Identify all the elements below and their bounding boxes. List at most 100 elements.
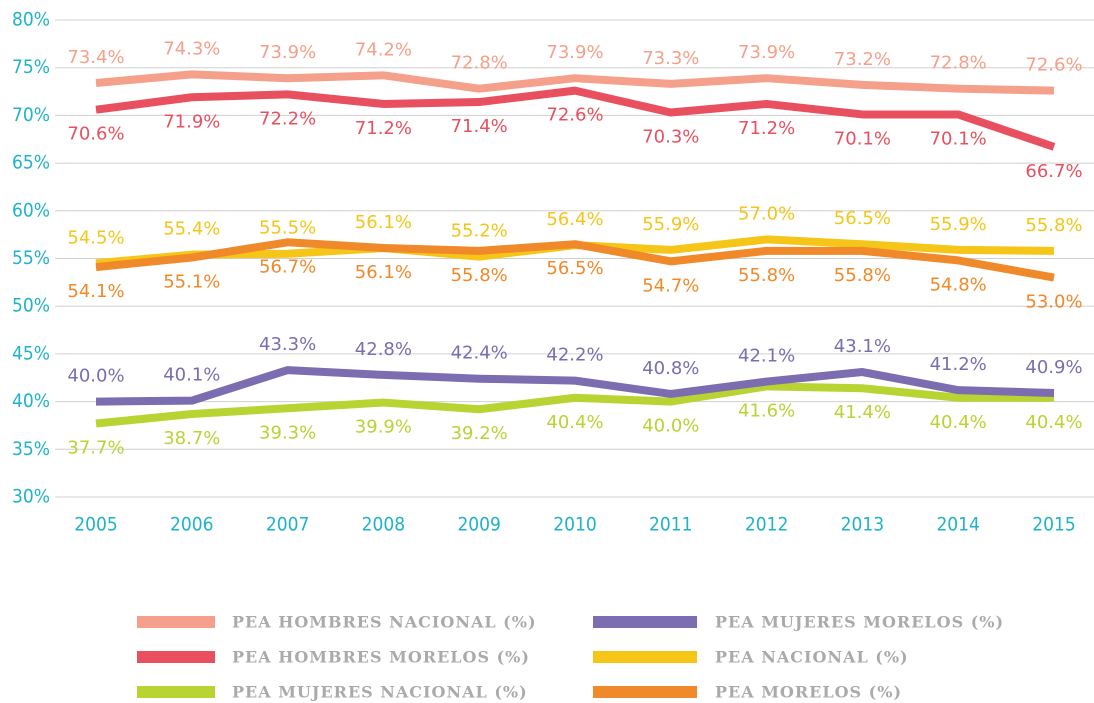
data-label: 41.6% <box>738 400 795 421</box>
data-label: 42.2% <box>546 345 603 366</box>
data-label: 55.4% <box>163 219 220 240</box>
data-label: 56.1% <box>355 262 412 283</box>
data-label: 40.1% <box>163 365 220 386</box>
data-label: 42.8% <box>355 339 412 360</box>
legend-label: PEA HOMBRES MORELOS (%) <box>232 648 530 667</box>
series-line <box>95 238 1055 282</box>
data-label: 54.5% <box>67 227 124 248</box>
data-label: 55.8% <box>834 265 891 286</box>
legend-label: PEA MORELOS (%) <box>715 683 902 702</box>
data-label: 55.9% <box>642 214 699 235</box>
data-label: 73.9% <box>738 42 795 63</box>
data-label: 73.3% <box>642 48 699 69</box>
data-label: 53.0% <box>1025 292 1082 313</box>
data-label: 54.8% <box>930 274 987 295</box>
data-label: 40.8% <box>642 358 699 379</box>
data-label: 57.0% <box>738 203 795 224</box>
data-label: 55.8% <box>451 265 508 286</box>
y-tick-label: 75% <box>12 56 50 78</box>
data-label: 73.9% <box>546 42 603 63</box>
data-label: 56.4% <box>546 209 603 230</box>
data-label: 72.6% <box>546 105 603 126</box>
data-label: 41.2% <box>930 354 987 375</box>
data-label: 39.2% <box>451 423 508 444</box>
data-label: 71.2% <box>738 118 795 139</box>
data-label: 55.8% <box>738 265 795 286</box>
data-label: 71.4% <box>451 116 508 137</box>
x-tick-label: 2008 <box>362 514 406 536</box>
y-tick-label: 35% <box>12 438 50 460</box>
y-tick-label: 45% <box>12 342 50 364</box>
data-label: 74.3% <box>163 38 220 59</box>
data-label: 70.3% <box>642 127 699 148</box>
data-label: 70.1% <box>834 128 891 149</box>
x-tick-label: 2013 <box>841 514 885 536</box>
data-label: 40.9% <box>1025 357 1082 378</box>
data-label: 74.2% <box>355 39 412 60</box>
x-tick-label: 2014 <box>936 514 980 536</box>
x-tick-label: 2006 <box>170 514 214 536</box>
data-label: 42.4% <box>451 343 508 364</box>
data-label: 42.1% <box>738 346 795 367</box>
data-label: 71.9% <box>163 111 220 132</box>
series-line <box>95 86 1056 151</box>
data-label: 38.7% <box>163 428 220 449</box>
legend-label: PEA MUJERES MORELOS (%) <box>715 613 1004 632</box>
y-tick-label: 30% <box>12 486 50 508</box>
data-label: 73.4% <box>67 47 124 68</box>
y-tick-label: 60% <box>12 199 50 221</box>
data-label: 72.8% <box>451 53 508 74</box>
data-label: 66.7% <box>1025 161 1082 182</box>
data-label: 40.0% <box>642 416 699 437</box>
data-label: 41.4% <box>834 402 891 423</box>
data-label: 43.1% <box>834 336 891 357</box>
data-label: 73.2% <box>834 49 891 70</box>
x-tick-label: 2009 <box>457 514 501 536</box>
y-tick-label: 65% <box>12 152 50 174</box>
legend-label: PEA NACIONAL (%) <box>715 648 909 667</box>
x-tick-label: 2005 <box>74 514 118 536</box>
data-label: 55.5% <box>259 218 316 239</box>
y-tick-label: 80% <box>12 9 50 31</box>
data-label: 70.1% <box>930 128 987 149</box>
y-tick-label: 70% <box>12 104 50 126</box>
data-label: 72.8% <box>930 53 987 74</box>
data-label: 56.7% <box>259 256 316 277</box>
legend-label: PEA HOMBRES NACIONAL (%) <box>232 613 537 632</box>
data-label: 72.6% <box>1025 55 1082 76</box>
data-label: 40.4% <box>1025 412 1082 433</box>
data-label: 39.9% <box>355 417 412 438</box>
data-label: 39.3% <box>259 422 316 443</box>
y-tick-label: 50% <box>12 295 50 317</box>
y-tick-label: 40% <box>12 390 50 412</box>
series-line <box>95 382 1054 428</box>
data-label: 71.2% <box>355 118 412 139</box>
data-label: 43.3% <box>259 334 316 355</box>
data-label: 73.9% <box>259 42 316 63</box>
data-label: 55.1% <box>163 272 220 293</box>
x-tick-label: 2012 <box>745 514 789 536</box>
x-tick-label: 2011 <box>649 514 693 536</box>
data-label: 55.8% <box>1025 215 1082 236</box>
y-tick-label: 55% <box>12 247 50 269</box>
data-label: 56.1% <box>355 212 412 233</box>
data-label: 70.6% <box>67 124 124 145</box>
data-label: 55.2% <box>451 221 508 242</box>
x-tick-label: 2010 <box>553 514 597 536</box>
x-tick-label: 2007 <box>266 514 310 536</box>
data-label: 54.7% <box>642 275 699 296</box>
data-label: 55.9% <box>930 214 987 235</box>
series-line <box>95 70 1055 95</box>
data-label: 40.0% <box>67 366 124 387</box>
data-label: 72.2% <box>259 108 316 129</box>
data-label: 40.4% <box>546 412 603 433</box>
data-label: 40.4% <box>930 412 987 433</box>
data-label: 54.1% <box>67 281 124 302</box>
series-line <box>95 366 1055 406</box>
x-tick-label: 2015 <box>1032 514 1076 536</box>
legend-label: PEA MUJERES NACIONAL (%) <box>232 683 528 702</box>
data-label: 56.5% <box>834 208 891 229</box>
data-label: 56.5% <box>546 258 603 279</box>
data-label: 37.7% <box>67 438 124 459</box>
